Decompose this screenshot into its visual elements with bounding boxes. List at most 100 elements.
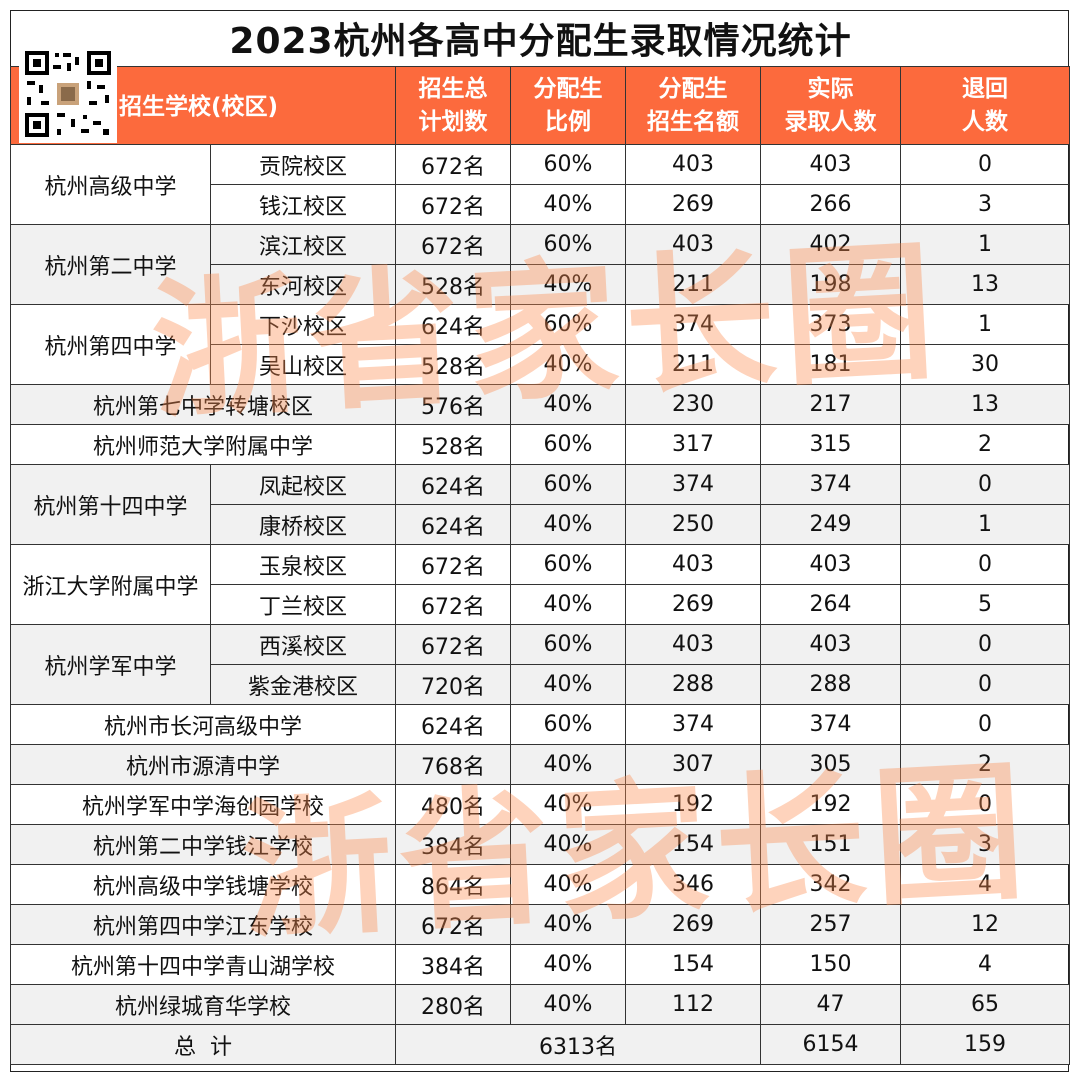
admitted-cell: 403	[760, 624, 901, 665]
admitted-cell: 403	[760, 144, 901, 185]
ratio-cell: 40%	[510, 184, 626, 225]
page-title: 2023杭州各高中分配生录取情况统计	[229, 21, 852, 62]
returned-cell: 4	[900, 944, 1070, 985]
table-row: 杭州绿城育华学校 280名 40% 112 47 65	[10, 984, 1070, 1025]
returned-cell: 0	[900, 664, 1070, 705]
ratio-cell: 40%	[510, 744, 626, 785]
returned-cell: 0	[900, 784, 1070, 825]
ratio-cell: 40%	[510, 664, 626, 705]
school-cell: 杭州第四中学	[10, 304, 211, 385]
returned-cell: 0	[900, 464, 1070, 505]
admitted-cell: 198	[760, 264, 901, 305]
school-cell: 杭州第七中学转塘校区	[10, 384, 396, 425]
ratio-cell: 40%	[510, 864, 626, 905]
header-school: 招生学校(校区)	[10, 45, 396, 145]
admitted-cell: 264	[760, 584, 901, 625]
ratio-cell: 60%	[510, 424, 626, 465]
ratio-cell: 60%	[510, 544, 626, 585]
ratio-cell: 40%	[510, 824, 626, 865]
plan-cell: 672名	[395, 904, 511, 945]
quota-cell: 307	[625, 744, 761, 785]
plan-cell: 480名	[395, 784, 511, 825]
ratio-cell: 60%	[510, 144, 626, 185]
header-returned: 退回 人数	[900, 66, 1070, 145]
ratio-cell: 40%	[510, 944, 626, 985]
campus-cell: 康桥校区	[210, 504, 396, 545]
table-row: 紫金港校区 720名 40% 288 288 0	[11, 664, 1070, 705]
returned-cell: 4	[900, 864, 1070, 905]
plan-cell: 672名	[395, 184, 511, 225]
school-cell: 杭州第十四中学青山湖学校	[10, 944, 396, 985]
plan-cell: 384名	[395, 824, 511, 865]
admitted-cell: 257	[760, 904, 901, 945]
quota-cell: 269	[625, 904, 761, 945]
returned-cell: 1	[900, 504, 1070, 545]
returned-cell: 13	[900, 384, 1070, 425]
total-admitted: 6154	[760, 1024, 901, 1065]
plan-cell: 624名	[395, 504, 511, 545]
quota-cell: 250	[625, 504, 761, 545]
plan-cell: 672名	[395, 224, 511, 265]
campus-cell: 凤起校区	[210, 464, 396, 505]
table-row: 杭州学军中学 西溪校区 672名 60% 403 403 0	[10, 624, 1070, 705]
admitted-cell: 151	[760, 824, 901, 865]
ratio-cell: 40%	[510, 504, 626, 545]
returned-cell: 13	[900, 264, 1070, 305]
quota-cell: 269	[625, 184, 761, 225]
admitted-cell: 402	[760, 224, 901, 265]
table-row: 东河校区 528名 40% 211 198 13	[11, 264, 1070, 305]
returned-cell: 65	[900, 984, 1070, 1025]
quota-cell: 374	[625, 704, 761, 745]
quota-cell: 403	[625, 544, 761, 585]
quota-cell: 211	[625, 264, 761, 305]
header-ratio: 分配生 比例	[510, 66, 626, 145]
quota-cell: 192	[625, 784, 761, 825]
plan-cell: 528名	[395, 264, 511, 305]
returned-cell: 2	[900, 744, 1070, 785]
ratio-cell: 40%	[510, 264, 626, 305]
quota-cell: 288	[625, 664, 761, 705]
table-row: 康桥校区 624名 40% 250 249 1	[11, 504, 1070, 545]
quota-cell: 403	[625, 624, 761, 665]
campus-cell: 玉泉校区	[210, 544, 396, 585]
plan-cell: 528名	[395, 424, 511, 465]
total-label: 总 计	[10, 1024, 396, 1065]
returned-cell: 1	[900, 224, 1070, 265]
table-row: 杭州学军中学海创园学校 480名 40% 192 192 0	[10, 784, 1070, 825]
school-cell: 杭州高级中学	[10, 144, 211, 225]
school-cell: 杭州市源清中学	[10, 744, 396, 785]
header-quota: 分配生 招生名额	[625, 66, 761, 145]
table-row: 吴山校区 528名 40% 211 181 30	[11, 344, 1070, 385]
quota-cell: 374	[625, 464, 761, 505]
table-row: 钱江校区 672名 40% 269 266 3	[11, 184, 1070, 225]
school-cell: 杭州学军中学海创园学校	[10, 784, 396, 825]
admitted-cell: 374	[760, 704, 901, 745]
table-row: 丁兰校区 672名 40% 269 264 5	[11, 584, 1070, 625]
returned-cell: 0	[900, 544, 1070, 585]
plan-cell: 768名	[395, 744, 511, 785]
admitted-cell: 373	[760, 304, 901, 345]
returned-cell: 0	[900, 704, 1070, 745]
ratio-cell: 40%	[510, 984, 626, 1025]
admitted-cell: 403	[760, 544, 901, 585]
total-row: 总 计 6313名 6154 159	[10, 1024, 1070, 1065]
table-row: 杭州第四中学江东学校 672名 40% 269 257 12	[10, 904, 1070, 945]
table-row: 杭州市长河高级中学 624名 60% 374 374 0	[10, 704, 1070, 745]
returned-cell: 0	[900, 624, 1070, 665]
quota-cell: 403	[625, 144, 761, 185]
admission-table: 招生学校(校区) 招生总 计划数 分配生 比例 分配生 招生名额 实际 录取人数 退回人…	[10, 45, 1070, 1065]
admitted-cell: 342	[760, 864, 901, 905]
plan-cell: 864名	[395, 864, 511, 905]
table-row: 杭州高级中学钱塘学校 864名 40% 346 342 4	[10, 864, 1070, 905]
quota-cell: 317	[625, 424, 761, 465]
admitted-cell: 150	[760, 944, 901, 985]
school-cell: 杭州第二中学钱江学校	[10, 824, 396, 865]
qr-code-icon	[19, 45, 117, 143]
page-frame: 2023杭州各高中分配生录取情况统计	[10, 10, 1070, 1072]
plan-cell: 672名	[395, 584, 511, 625]
plan-cell: 672名	[395, 624, 511, 665]
campus-cell: 钱江校区	[210, 184, 396, 225]
quota-cell: 403	[625, 224, 761, 265]
admitted-cell: 305	[760, 744, 901, 785]
admitted-cell: 217	[760, 384, 901, 425]
